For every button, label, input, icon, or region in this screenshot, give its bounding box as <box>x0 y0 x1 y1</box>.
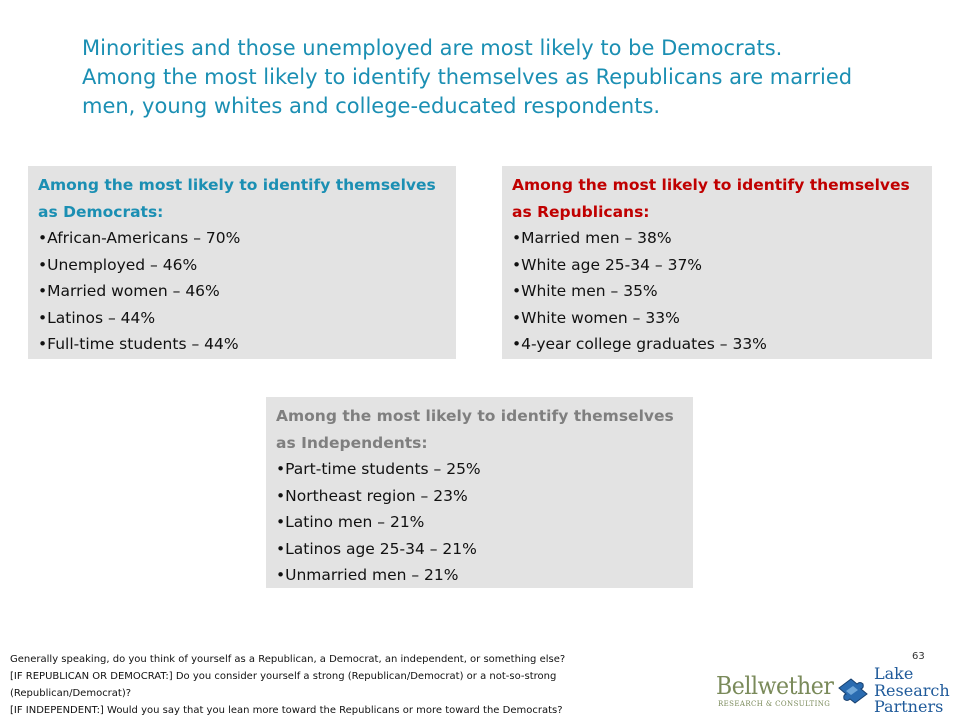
footnote: Generally speaking, do you think of your… <box>10 651 650 719</box>
title-line: Among the most likely to identify themse… <box>82 65 853 89</box>
democrats-item: •African-Americans – 70% <box>38 229 241 247</box>
democrats-box: Among the most likely to identify themse… <box>28 166 456 359</box>
logo-word: Partners <box>874 697 944 716</box>
footnote-line: Generally speaking, do you think of your… <box>10 654 566 665</box>
footnote-line: (Republican/Democrat)? <box>10 688 132 699</box>
lake-research-logo: Lake Research Partners <box>836 664 956 718</box>
lake-research-logo-text: Lake Research Partners <box>874 664 950 716</box>
slide-title: Minorities and those unemployed are most… <box>82 34 922 121</box>
bellwether-logo-sub: RESEARCH & CONSULTING <box>718 700 831 708</box>
republicans-item: •Married men – 38% <box>512 229 672 247</box>
independents-item: •Unmarried men – 21% <box>276 566 459 584</box>
puzzle-icon <box>838 678 868 704</box>
republicans-heading: as Republicans: <box>512 202 650 221</box>
independents-heading: Among the most likely to identify themse… <box>276 407 674 425</box>
independents-item: •Northeast region – 23% <box>276 486 468 505</box>
democrats-item: •Latinos – 44% <box>38 308 156 327</box>
independents-item: •Latinos age 25-34 – 21% <box>276 539 477 558</box>
footnote-line: [IF INDEPENDENT:] Would you say that you… <box>10 705 563 716</box>
independents-box: Among the most likely to identify themse… <box>266 397 693 588</box>
republicans-item: •4-year college graduates – 33% <box>512 335 767 353</box>
independents-item: •Part-time students – 25% <box>276 460 481 478</box>
republicans-item: •White women – 33% <box>512 308 680 327</box>
title-line: men, young whites and college-educated r… <box>82 94 661 118</box>
page-number: 63 <box>912 651 925 662</box>
bellwether-logo-name: Bellwether <box>716 672 834 700</box>
republicans-heading: Among the most likely to identify themse… <box>512 176 910 194</box>
logo-word: Lake <box>874 664 914 683</box>
footnote-line: [IF REPUBLICAN OR DEMOCRAT:] Do you cons… <box>10 671 557 682</box>
democrats-item: •Unemployed – 46% <box>38 255 198 274</box>
republicans-item: •White age 25-34 – 37% <box>512 255 703 274</box>
independents-heading: as Independents: <box>276 433 428 452</box>
bellwether-logo: Bellwether RESEARCH & CONSULTING <box>716 672 834 716</box>
democrats-item: •Full-time students – 44% <box>38 335 239 353</box>
democrats-heading: as Democrats: <box>38 202 164 221</box>
democrats-heading: Among the most likely to identify themse… <box>38 176 436 194</box>
republicans-box: Among the most likely to identify themse… <box>502 166 932 359</box>
logo-word: Research <box>874 680 950 700</box>
republicans-item: •White men – 35% <box>512 282 658 300</box>
title-line: Minorities and those unemployed are most… <box>82 36 783 60</box>
independents-item: •Latino men – 21% <box>276 513 425 531</box>
democrats-item: •Married women – 46% <box>38 282 220 300</box>
